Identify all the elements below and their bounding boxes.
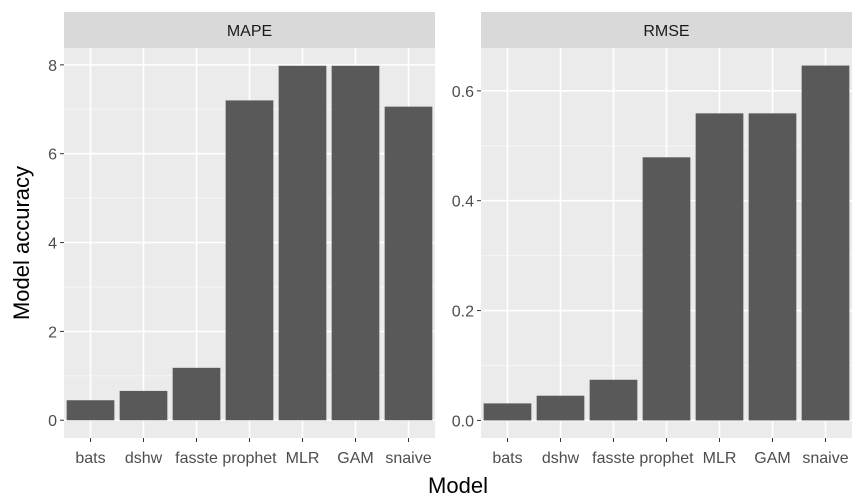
y-axis-title: Model accuracy <box>9 166 34 320</box>
y-tick-label: 0.6 <box>452 84 474 101</box>
bar-bats <box>66 400 115 421</box>
bar-prophet <box>642 157 691 421</box>
x-tick-label: GAM <box>337 450 373 467</box>
y-tick-label: 0 <box>48 413 57 430</box>
bar-snaive <box>801 65 850 421</box>
panel-mape: MAPE 0 2 4 6 8 bats dshw fasste prophet MLR GAM snai… <box>48 12 435 467</box>
x-tick-label: snaive <box>385 450 431 467</box>
bar-gam <box>331 65 380 421</box>
facet-strip-label: RMSE <box>643 23 689 40</box>
bar-dshw <box>536 395 585 421</box>
x-tick-label: dshw <box>125 450 163 467</box>
bar-mlr <box>278 65 327 421</box>
x-tick-label: GAM <box>754 450 790 467</box>
bar-mlr <box>695 113 744 421</box>
x-tick-label: snaive <box>802 450 848 467</box>
y-tick-label: 0.0 <box>452 413 474 430</box>
y-tick-label: 4 <box>48 236 57 253</box>
y-tick-label: 2 <box>48 324 57 341</box>
facet-strip <box>64 12 435 48</box>
y-tick-label: 6 <box>48 147 57 164</box>
x-axis-title: Model <box>428 473 488 498</box>
bar-snaive <box>384 106 433 421</box>
bar-dshw <box>119 390 168 421</box>
y-tick-label: 0.2 <box>452 304 474 321</box>
bar-fasste <box>589 379 638 421</box>
y-tick-label: 8 <box>48 58 57 75</box>
facet-strip-label: MAPE <box>227 23 272 40</box>
bar-fasste <box>172 367 221 421</box>
y-tick-label: 0.4 <box>452 194 474 211</box>
bar-gam <box>748 113 797 421</box>
facet-strip <box>481 12 852 48</box>
bar-prophet <box>225 100 274 421</box>
x-tick-label: prophet <box>222 450 277 467</box>
x-tick-label: fasste <box>175 450 218 467</box>
x-tick-label: dshw <box>542 450 580 467</box>
x-tick-label: bats <box>492 450 522 467</box>
x-tick-label: fasste <box>592 450 635 467</box>
x-tick-label: MLR <box>286 450 320 467</box>
x-tick-label: prophet <box>639 450 694 467</box>
x-tick-label: MLR <box>703 450 737 467</box>
panel-rmse: RMSE 0.0 0.2 0.4 0.6 bats dshw fasste prophet MLR… <box>452 12 852 467</box>
x-tick-label: bats <box>75 450 105 467</box>
bar-bats <box>483 403 532 421</box>
